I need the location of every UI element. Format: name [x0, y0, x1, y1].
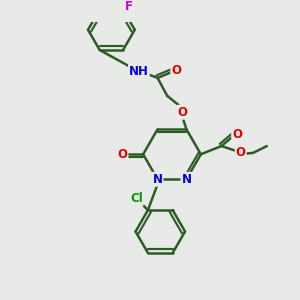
Text: O: O [177, 106, 187, 119]
Text: N: N [153, 173, 163, 186]
Text: O: O [236, 146, 246, 159]
Text: NH: NH [129, 64, 149, 77]
Text: N: N [182, 173, 191, 186]
Text: O: O [232, 128, 242, 141]
Text: O: O [118, 148, 128, 161]
Text: Cl: Cl [130, 192, 143, 205]
Text: O: O [171, 64, 181, 77]
Text: F: F [125, 0, 133, 13]
